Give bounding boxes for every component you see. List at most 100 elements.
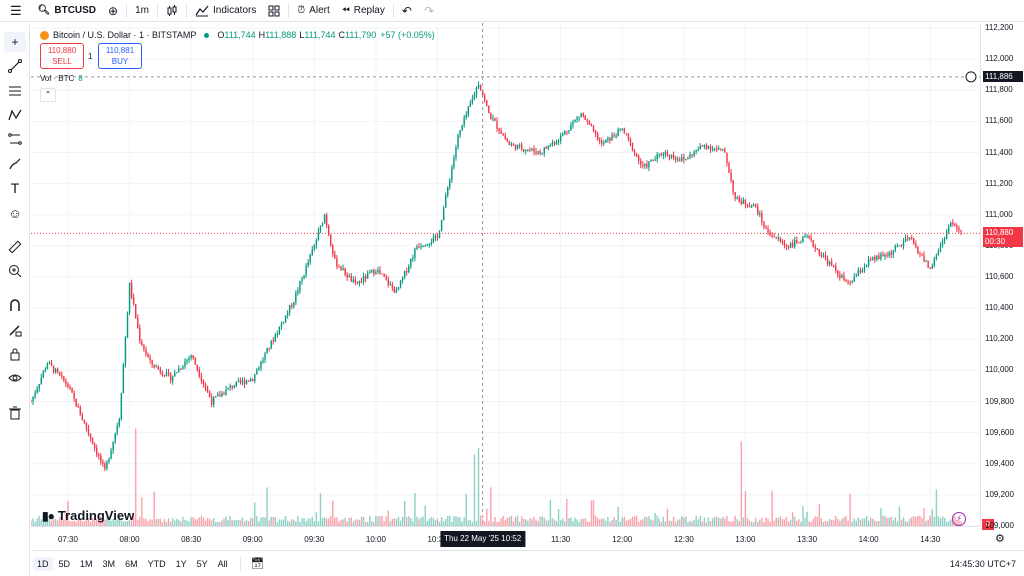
candle-body bbox=[137, 318, 139, 328]
volume-bar bbox=[426, 520, 428, 526]
candle-body bbox=[576, 117, 578, 120]
trash-icon[interactable] bbox=[4, 403, 26, 423]
forecasting-icon[interactable] bbox=[4, 129, 26, 149]
candle-body bbox=[890, 252, 892, 255]
candle-body bbox=[393, 287, 396, 293]
volume-bar bbox=[405, 517, 408, 526]
pattern-icon[interactable] bbox=[4, 105, 26, 125]
close-value: 111,790 bbox=[345, 30, 377, 40]
candle-body bbox=[309, 254, 311, 263]
fib-retracement-icon[interactable] bbox=[4, 81, 26, 101]
candle-body bbox=[340, 267, 342, 271]
candle-body bbox=[239, 380, 242, 383]
volume-bar bbox=[586, 521, 589, 526]
volume-bar bbox=[937, 516, 940, 526]
volume-bar bbox=[438, 521, 441, 526]
divider bbox=[239, 556, 241, 571]
low-label: L bbox=[299, 30, 305, 40]
candle-body bbox=[40, 377, 42, 385]
candle-body bbox=[288, 305, 291, 313]
clock[interactable]: 14:45:30 UTC+7 bbox=[949, 558, 1016, 569]
hamburger-icon[interactable]: ☰ bbox=[10, 2, 22, 18]
candle-body bbox=[180, 368, 182, 370]
magnet-icon[interactable] bbox=[4, 295, 26, 315]
emoji-icon[interactable]: ☺ bbox=[8, 205, 22, 221]
lock-icon[interactable] bbox=[4, 344, 26, 364]
buy-button[interactable]: 110,881 BUY bbox=[98, 43, 142, 69]
range-button-3m[interactable]: 3M bbox=[102, 558, 116, 569]
symbol-label: BTCUSD bbox=[54, 5, 97, 16]
candle-body bbox=[59, 372, 61, 376]
volume-bar bbox=[50, 520, 53, 526]
range-button-6m[interactable]: 6M bbox=[125, 558, 138, 569]
volume-bar bbox=[167, 518, 170, 526]
time-tick-label: 14:30 bbox=[920, 535, 941, 544]
gear-icon[interactable]: ⚙︎ bbox=[995, 533, 1005, 545]
layouts-grid-icon[interactable] bbox=[262, 0, 286, 22]
symbol-search-button[interactable]: 🔍︎ BTCUSD bbox=[32, 0, 102, 22]
chart-pane[interactable] bbox=[31, 23, 980, 526]
stay-drawing-icon[interactable] bbox=[4, 320, 26, 340]
candle-body bbox=[642, 164, 644, 166]
ruler-icon[interactable] bbox=[4, 237, 26, 257]
candle-body bbox=[759, 213, 761, 215]
candle-body bbox=[722, 149, 724, 151]
replay-button[interactable]: ⏪︎ Replay bbox=[336, 0, 391, 22]
date-range-icon[interactable]: 📅︎ bbox=[250, 558, 265, 570]
zoom-in-icon[interactable] bbox=[4, 261, 26, 281]
range-button-1y[interactable]: 1Y bbox=[175, 558, 187, 569]
volume-bar bbox=[913, 516, 915, 526]
candle-body bbox=[652, 160, 654, 162]
indicators-button[interactable]: Indicators bbox=[189, 0, 262, 22]
add-alert-icon[interactable] bbox=[965, 71, 977, 83]
range-button-1m[interactable]: 1M bbox=[80, 558, 93, 569]
candle-body bbox=[95, 447, 98, 455]
volume-bar bbox=[650, 519, 652, 526]
candle-body bbox=[364, 275, 367, 279]
eye-icon[interactable] bbox=[4, 368, 26, 388]
candle-body bbox=[233, 386, 235, 388]
range-button-5d[interactable]: 5D bbox=[58, 558, 71, 569]
range-button-all[interactable]: All bbox=[217, 558, 228, 569]
legend-title[interactable]: Bitcoin / U.S. Dollar · 1 · BITSTAMP bbox=[53, 30, 197, 40]
price-chart[interactable] bbox=[31, 23, 980, 526]
range-button-5y[interactable]: 5Y bbox=[196, 558, 208, 569]
volume-bar bbox=[276, 522, 279, 526]
candle-body bbox=[857, 270, 860, 276]
volume-bar bbox=[892, 520, 894, 526]
volume-bar bbox=[574, 517, 576, 526]
price-scale[interactable]: 112,200 112,000 111,800 111,600 111,400 111,2… bbox=[980, 23, 1024, 530]
text-icon[interactable]: T bbox=[10, 180, 20, 196]
candle-body bbox=[750, 205, 753, 208]
chart-type-candles-icon[interactable] bbox=[160, 0, 184, 22]
time-scale[interactable]: 07:3008:0008:3009:0009:3010:0010:3011:00… bbox=[31, 526, 980, 550]
bar-countdown: 00:30 bbox=[985, 237, 1006, 247]
volume-legend[interactable]: Vol · BTC 8 bbox=[40, 74, 83, 83]
volume-bar bbox=[360, 516, 363, 526]
undo-icon[interactable]: ↶ bbox=[401, 3, 412, 18]
alert-button[interactable]: ⏰︎ Alert bbox=[291, 0, 335, 22]
candle-body bbox=[188, 357, 190, 360]
volume-bar bbox=[98, 516, 100, 526]
trend-line-icon[interactable] bbox=[4, 56, 26, 76]
volume-bar bbox=[800, 521, 802, 526]
volume-bar bbox=[814, 516, 816, 526]
volume-bar bbox=[451, 521, 453, 526]
price-tick-label: 109,200 bbox=[985, 489, 1014, 499]
brush-icon[interactable] bbox=[4, 154, 26, 174]
sell-button[interactable]: 110,880 SELL bbox=[40, 43, 84, 69]
range-button-1d[interactable]: 1D bbox=[33, 556, 53, 571]
range-button-ytd[interactable]: YTD bbox=[147, 558, 166, 569]
collapse-legend-icon[interactable]: ⌃ bbox=[40, 88, 56, 102]
volume-bar bbox=[120, 520, 123, 526]
volume-bar bbox=[785, 516, 788, 526]
candle-body bbox=[169, 373, 172, 382]
redo-icon[interactable]: ↷ bbox=[423, 3, 434, 18]
volume-bar bbox=[180, 521, 182, 526]
candle-body bbox=[886, 255, 888, 257]
crosshair-icon[interactable]: + bbox=[4, 32, 26, 52]
compare-add-icon[interactable]: ⊕ bbox=[108, 3, 119, 18]
candle-body bbox=[861, 270, 864, 273]
interval-button[interactable]: 1m bbox=[135, 5, 149, 16]
lightning-icon[interactable]: ⚡︎ bbox=[952, 512, 966, 526]
